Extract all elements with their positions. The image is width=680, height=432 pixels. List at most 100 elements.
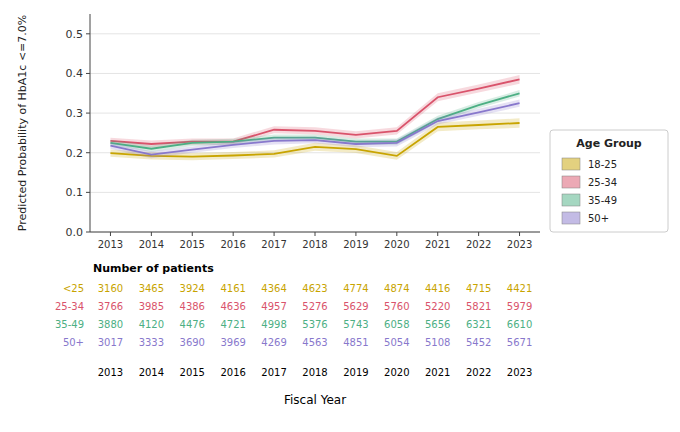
y-tick-label: 0.4: [66, 67, 84, 80]
y-tick: [86, 152, 90, 153]
ci-band: [110, 100, 519, 159]
table: Number of patients<253160346539244161436…: [55, 262, 532, 378]
table-row-label: 35-49: [55, 319, 84, 330]
y-axis-label: Predicted Probability of HbA1c <=7.0%: [16, 15, 29, 232]
table-cell: 4563: [302, 337, 327, 348]
table-cell: 3017: [98, 337, 123, 348]
x-tick-label: 2016: [220, 239, 245, 250]
table-cell: 5376: [302, 319, 327, 330]
table-row-label: 50+: [63, 337, 84, 348]
table-year: 2023: [507, 367, 532, 378]
x-tick-label: 2022: [466, 239, 491, 250]
legend-label: 35-49: [588, 195, 617, 206]
table-cell: 4957: [261, 301, 286, 312]
table-cell: 3766: [98, 301, 123, 312]
table-cell: 3333: [139, 337, 164, 348]
table-cell: 4721: [220, 319, 245, 330]
table-cell: 5656: [425, 319, 450, 330]
table-cell: 3985: [139, 301, 164, 312]
y-tick: [86, 192, 90, 193]
x-tick-label: 2021: [425, 239, 450, 250]
table-cell: 5220: [425, 301, 450, 312]
table-cell: 3465: [139, 283, 164, 294]
x-axis-label: Fiscal Year: [284, 393, 346, 407]
table-cell: 4386: [180, 301, 205, 312]
table-row-label: 25-34: [55, 301, 84, 312]
table-cell: 4623: [302, 283, 327, 294]
legend-label: 25-34: [588, 177, 617, 188]
x-tick-label: 2020: [384, 239, 409, 250]
y-tick-label: 0.1: [66, 186, 84, 199]
legend-swatch: [562, 158, 580, 170]
table-cell: 4161: [220, 283, 245, 294]
chart: 0.00.10.20.30.40.52013201420152016201720…: [0, 0, 680, 432]
table-cell: 5671: [507, 337, 532, 348]
legend-label: 18-25: [588, 159, 617, 170]
y-tick-label: 0.2: [66, 147, 84, 160]
y-tick: [86, 113, 90, 114]
y-tick: [86, 232, 90, 233]
table-cell: 4120: [139, 319, 164, 330]
x-tick-label: 2023: [507, 239, 532, 250]
x-tick: [151, 232, 152, 236]
y-tick: [86, 73, 90, 74]
x-tick-label: 2013: [98, 239, 123, 250]
table-cell: 4636: [220, 301, 245, 312]
table-cell: 5108: [425, 337, 450, 348]
table-cell: 3969: [220, 337, 245, 348]
table-year: 2022: [466, 367, 491, 378]
grid-line: [90, 232, 540, 233]
table-header: Number of patients: [93, 262, 214, 275]
legend-swatch: [562, 212, 580, 224]
x-tick-label: 2017: [261, 239, 286, 250]
table-year: 2021: [425, 367, 450, 378]
table-cell: 4715: [466, 283, 491, 294]
table-cell: 4269: [261, 337, 286, 348]
table-cell: 5629: [343, 301, 368, 312]
table-cell: 5452: [466, 337, 491, 348]
table-cell: 4421: [507, 283, 532, 294]
table-cell: 3690: [180, 337, 205, 348]
table-cell: 4476: [180, 319, 205, 330]
table-cell: 3160: [98, 283, 123, 294]
table-year: 2013: [98, 367, 123, 378]
table-cell: 4364: [261, 283, 286, 294]
y-tick-label: 0.5: [66, 28, 84, 41]
grid-line: [90, 33, 540, 34]
x-tick: [274, 232, 275, 236]
legend-swatch: [562, 194, 580, 206]
table-cell: 6058: [384, 319, 409, 330]
table-cell: 4851: [343, 337, 368, 348]
table-year: 2016: [220, 367, 245, 378]
grid-line: [90, 73, 540, 74]
series-line: [110, 103, 519, 155]
x-tick-label: 2014: [139, 239, 164, 250]
legend-title: Age Group: [576, 137, 642, 150]
table-row-label: <25: [63, 283, 84, 294]
x-tick: [355, 232, 356, 236]
table-year: 2015: [180, 367, 205, 378]
table-cell: 5979: [507, 301, 532, 312]
legend-frame: [550, 130, 668, 232]
plot-area: [110, 75, 519, 160]
y-tick: [86, 33, 90, 34]
table-cell: 4998: [261, 319, 286, 330]
x-axis-line: [90, 232, 540, 233]
x-tick-label: 2019: [343, 239, 368, 250]
legend-label: 50+: [588, 213, 609, 224]
table-cell: 6321: [466, 319, 491, 330]
table-year: 2018: [302, 367, 327, 378]
table-year: 2020: [384, 367, 409, 378]
table-cell: 5054: [384, 337, 409, 348]
axes: 0.00.10.20.30.40.52013201420152016201720…: [66, 14, 541, 250]
x-tick: [192, 232, 193, 236]
x-tick-label: 2015: [180, 239, 205, 250]
table-cell: 5760: [384, 301, 409, 312]
x-tick: [437, 232, 438, 236]
x-tick-label: 2018: [302, 239, 327, 250]
x-tick: [315, 232, 316, 236]
x-tick: [396, 232, 397, 236]
grid: [90, 34, 540, 232]
legend: Age Group 18-25 25-34 35-49 50+: [550, 130, 668, 232]
table-year: 2019: [343, 367, 368, 378]
